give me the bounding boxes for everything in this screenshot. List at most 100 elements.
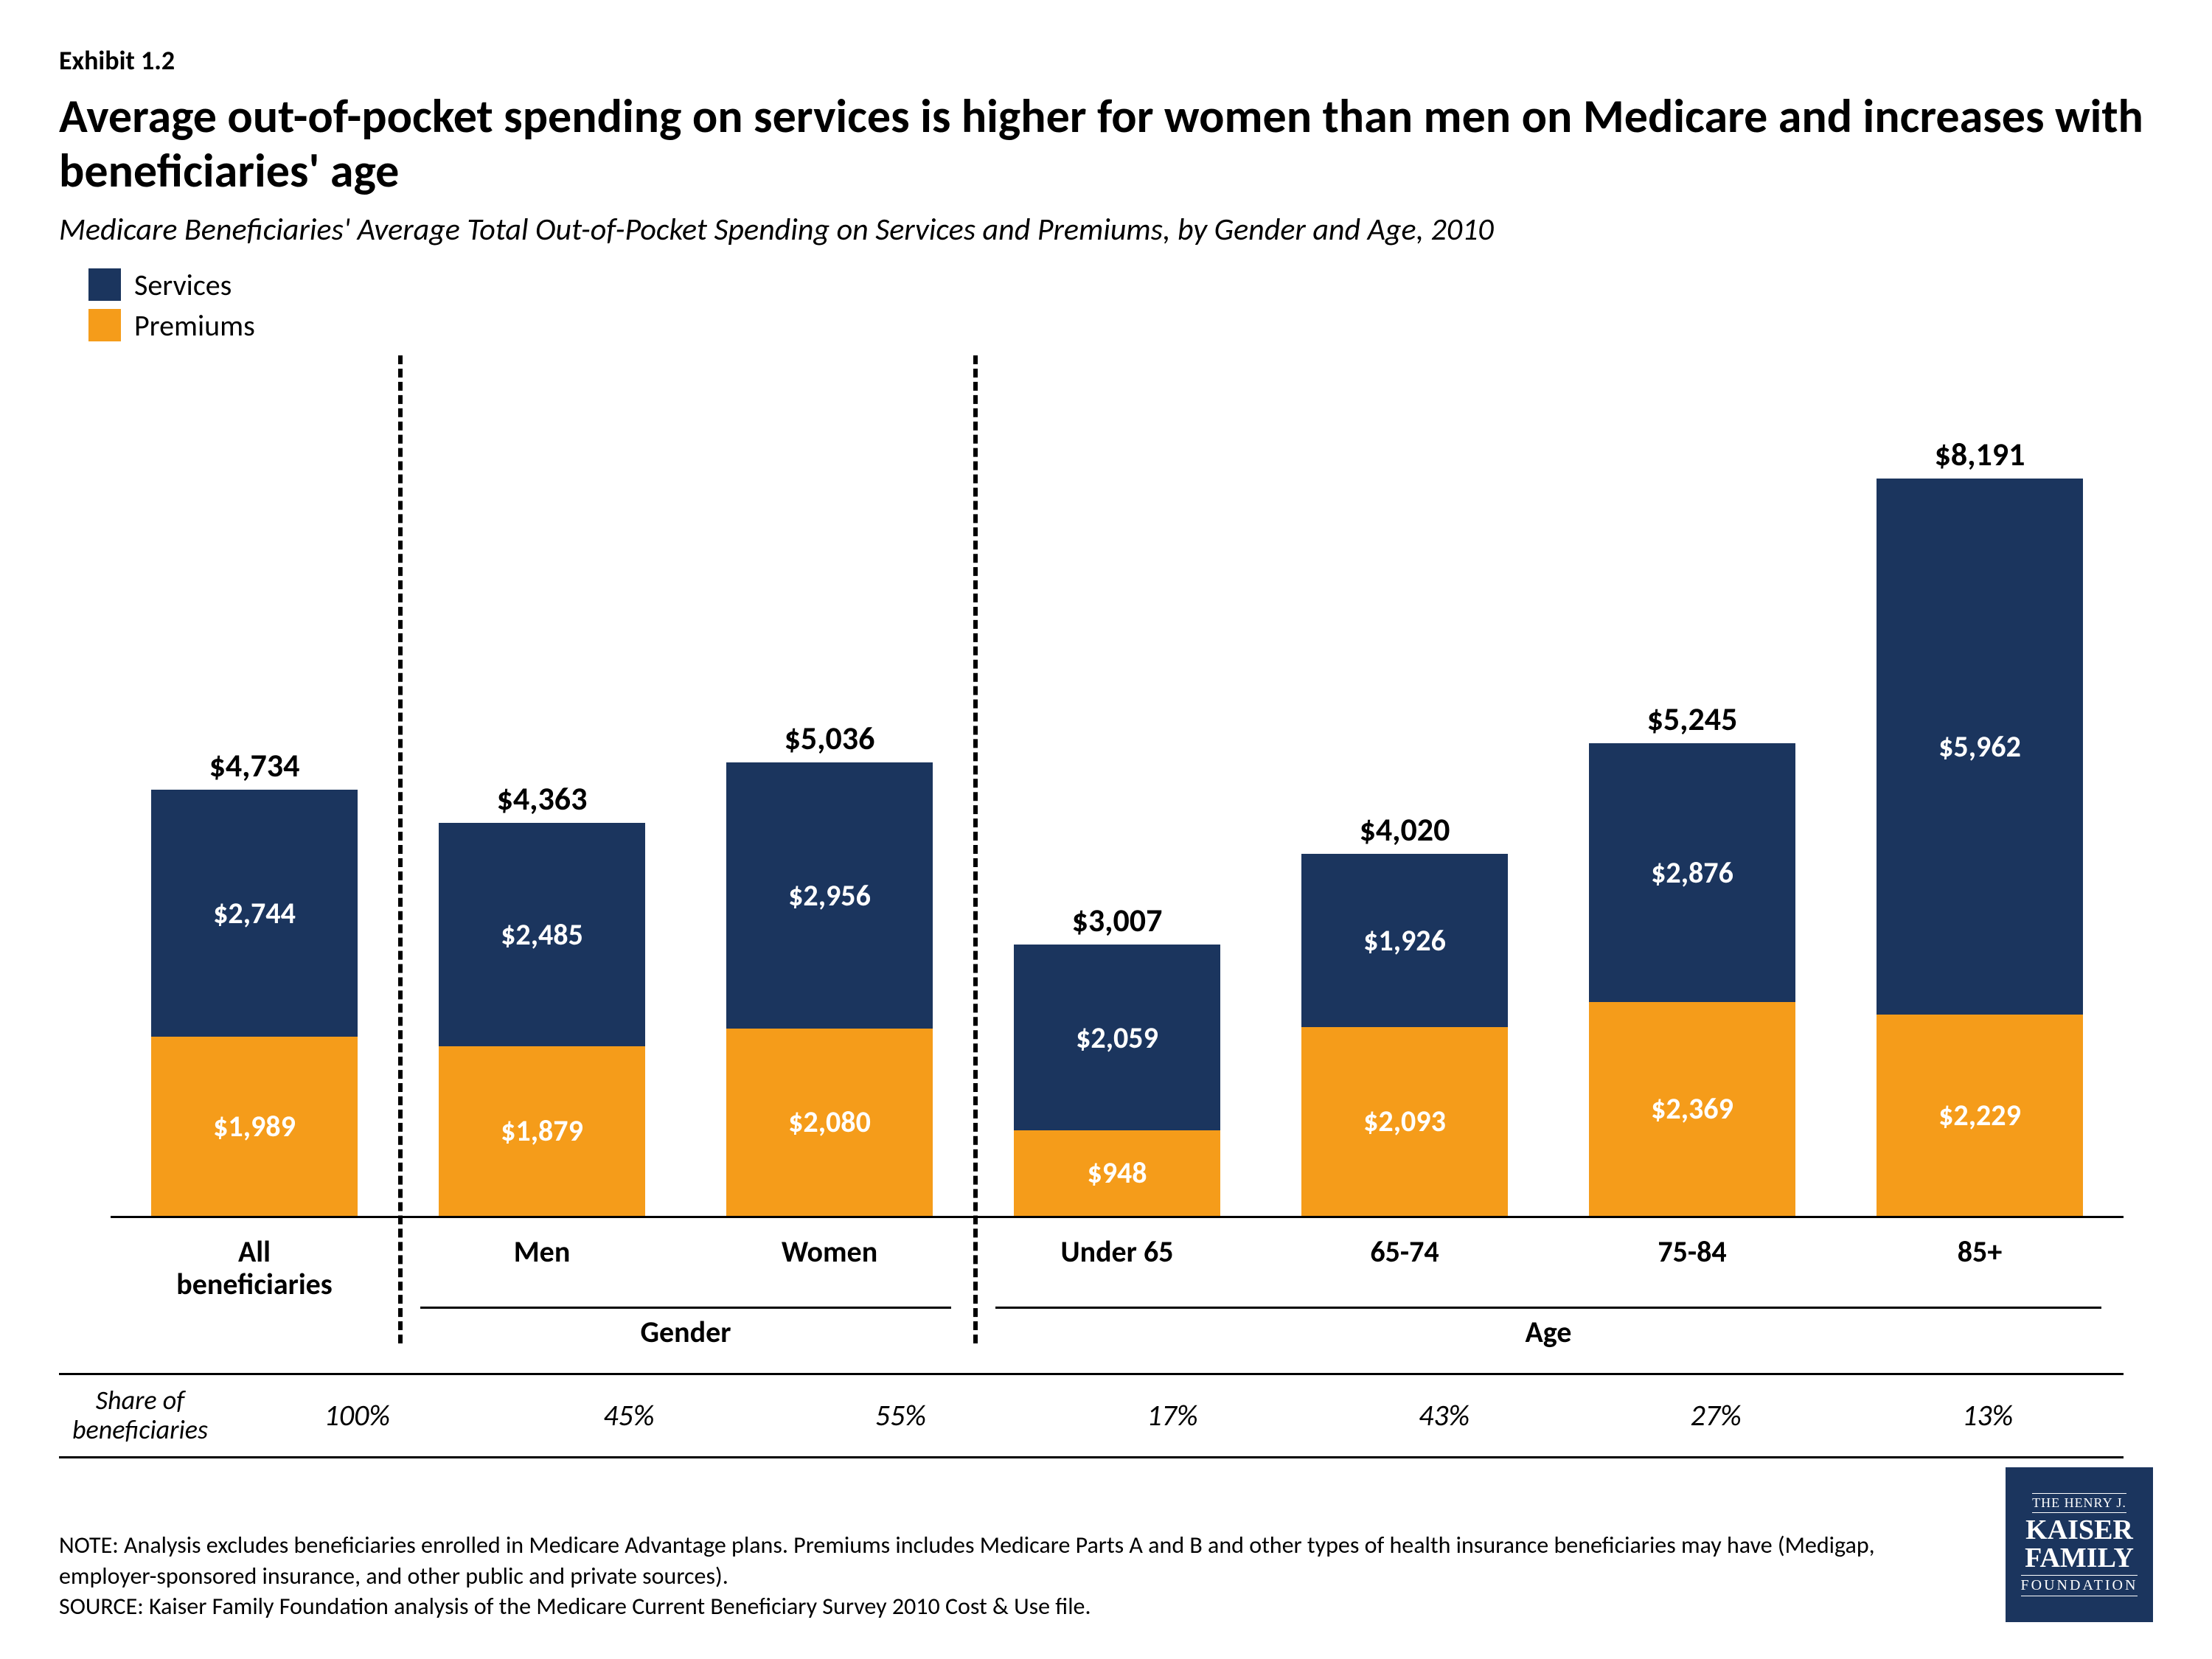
bar-group-all: $1,989$2,744$4,734: [111, 444, 398, 1216]
segment-label-services: $2,876: [1589, 855, 1795, 891]
segment-label-services: $2,744: [151, 895, 358, 931]
share-cell: 43%: [1308, 1397, 1580, 1433]
bar-gender-2: $2,080$2,956$5,036: [686, 444, 973, 1216]
bar-age-3: $948$2,059$3,007: [973, 444, 1261, 1216]
bar-segment-premiums: $2,093: [1301, 1027, 1508, 1216]
segment-label-premiums: $2,080: [726, 1104, 933, 1140]
share-cell: 45%: [493, 1397, 765, 1433]
bar-gender-1: $1,879$2,485$4,363: [398, 444, 686, 1216]
share-cell: 17%: [1037, 1397, 1309, 1433]
segment-label-premiums: $2,229: [1877, 1097, 2083, 1133]
segment-label-services: $2,485: [439, 917, 645, 953]
segment-label-premiums: $948: [1014, 1155, 1220, 1191]
share-row: Share ofbeneficiaries 100%45%55%17%43%27…: [59, 1375, 2124, 1456]
legend-swatch-services: [88, 268, 121, 301]
x-axis-labels: AllbeneficiariesMenWomenUnder 6565-7475-…: [111, 1225, 2124, 1301]
segment-label-services: $2,956: [726, 877, 933, 914]
share-table: Share ofbeneficiaries 100%45%55%17%43%27…: [59, 1373, 2124, 1458]
segment-label-premiums: $2,093: [1301, 1103, 1508, 1139]
bar-total-label: $8,191: [1877, 434, 2083, 474]
bar-all-0: $1,989$2,744$4,734: [111, 444, 398, 1216]
bar-total-label: $4,020: [1301, 810, 1508, 849]
bar-segment-premiums: $1,879: [439, 1046, 645, 1215]
group-divider: [973, 355, 978, 1343]
bar-segment-services: $2,485$4,363: [439, 823, 645, 1046]
bar-group-gender: $1,879$2,485$4,363$2,080$2,956$5,036: [398, 444, 973, 1216]
kff-logo-top: THE HENRY J.: [2032, 1493, 2126, 1513]
legend-item-services: Services: [88, 267, 2153, 303]
segment-label-premiums: $2,369: [1589, 1091, 1795, 1127]
bar-total-label: $4,363: [439, 779, 645, 818]
chart-title: Average out-of-pocket spending on servic…: [59, 90, 2153, 198]
bar-group-age: $948$2,059$3,007$2,093$1,926$4,020$2,369…: [973, 444, 2124, 1216]
group-divider: [398, 355, 403, 1343]
x-label: Allbeneficiaries: [111, 1225, 398, 1301]
chart: $1,989$2,744$4,734$1,879$2,485$4,363$2,0…: [59, 333, 2153, 1218]
group-label-row: GenderAge: [111, 1314, 2124, 1350]
footnotes: NOTE: Analysis excludes beneficiaries en…: [59, 1530, 1976, 1622]
note-text: NOTE: Analysis excludes beneficiaries en…: [59, 1530, 1976, 1591]
segment-label-premiums: $1,989: [151, 1108, 358, 1144]
footer: NOTE: Analysis excludes beneficiaries en…: [59, 1467, 2153, 1622]
kff-logo-line1: KAISER: [2025, 1516, 2133, 1544]
x-label-text: Women: [686, 1225, 973, 1268]
group-label-gender: Gender: [398, 1314, 973, 1350]
kff-logo-bottom: FOUNDATION: [2021, 1575, 2138, 1596]
bar-age-5: $2,369$2,876$5,245: [1548, 444, 1836, 1216]
segment-label-services: $1,926: [1301, 922, 1508, 959]
bar-segment-services: $2,956$5,036: [726, 762, 933, 1029]
share-cell: 55%: [765, 1397, 1037, 1433]
legend: Services Premiums: [88, 267, 2153, 344]
bar-segment-services: $2,876$5,245: [1589, 743, 1795, 1002]
source-text: SOURCE: Kaiser Family Foundation analysi…: [59, 1591, 1976, 1622]
bar-segment-services: $1,926$4,020: [1301, 854, 1508, 1027]
bar-total-label: $4,734: [151, 745, 358, 785]
chart-plot-area: $1,989$2,744$4,734$1,879$2,485$4,363$2,0…: [111, 444, 2124, 1218]
bar-total-label: $5,036: [726, 718, 933, 758]
share-cell: 27%: [1580, 1397, 1852, 1433]
bar-segment-services: $2,059$3,007: [1014, 945, 1220, 1130]
share-cell: 13%: [1851, 1397, 2124, 1433]
group-label-text: Age: [973, 1314, 2124, 1350]
share-cell: 100%: [221, 1397, 493, 1433]
share-cells: 100%45%55%17%43%27%13%: [221, 1397, 2124, 1433]
kff-logo: THE HENRY J. KAISER FAMILY FOUNDATION: [2006, 1467, 2153, 1622]
x-label: Under 65: [973, 1225, 1261, 1301]
bar-total-label: $3,007: [1014, 900, 1220, 940]
bar-segment-premiums: $2,229: [1877, 1015, 2083, 1215]
x-label: 75-84: [1548, 1225, 1836, 1301]
x-label-text: 65-74: [1261, 1225, 1548, 1268]
bar-segment-services: $5,962$8,191: [1877, 479, 2083, 1015]
share-header: Share ofbeneficiaries: [59, 1386, 221, 1444]
bar-age-4: $2,093$1,926$4,020: [1261, 444, 1548, 1216]
group-underline: [420, 1307, 951, 1309]
x-label-text: Allbeneficiaries: [111, 1225, 398, 1301]
group-underline: [995, 1307, 2101, 1309]
table-rule-bottom: [59, 1456, 2124, 1458]
x-label-text: Men: [398, 1225, 686, 1268]
group-label-all: [111, 1314, 398, 1350]
segment-label-services: $5,962: [1877, 728, 2083, 765]
bar-total-label: $5,245: [1589, 699, 1795, 739]
bar-segment-premiums: $1,989: [151, 1037, 358, 1216]
x-label-text: 85+: [1836, 1225, 2124, 1268]
x-label-text: Under 65: [973, 1225, 1261, 1268]
bar-segment-services: $2,744$4,734: [151, 790, 358, 1037]
segment-label-premiums: $1,879: [439, 1113, 645, 1149]
bar-age-6: $2,229 $5,962$8,191: [1836, 444, 2124, 1216]
group-label-age: Age: [973, 1314, 2124, 1350]
bar-segment-premiums: $2,080: [726, 1029, 933, 1216]
bar-segment-premiums: $2,369: [1589, 1002, 1795, 1215]
x-label: 65-74: [1261, 1225, 1548, 1301]
legend-label-services: Services: [134, 267, 232, 303]
kff-logo-line2: FAMILY: [2025, 1544, 2134, 1572]
x-label: Women: [686, 1225, 973, 1301]
segment-label-services: $2,059: [1014, 1020, 1220, 1056]
x-label-text: 75-84: [1548, 1225, 1836, 1268]
bar-segment-premiums: $948: [1014, 1130, 1220, 1216]
chart-subtitle: Medicare Beneficiaries' Average Total Ou…: [59, 212, 2153, 248]
x-label: Men: [398, 1225, 686, 1301]
x-label: 85+: [1836, 1225, 2124, 1301]
bars-row: $1,989$2,744$4,734$1,879$2,485$4,363$2,0…: [111, 444, 2124, 1216]
group-label-text: Gender: [398, 1314, 973, 1350]
